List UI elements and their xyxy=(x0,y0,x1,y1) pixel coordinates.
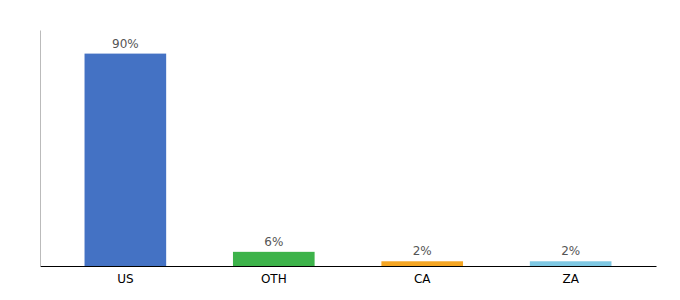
data-label: 2% xyxy=(413,244,432,258)
data-label: 2% xyxy=(561,244,580,258)
x-tick: US xyxy=(117,272,133,286)
bar xyxy=(85,54,167,266)
data-label: 90% xyxy=(112,37,139,51)
x-axis-line xyxy=(41,266,657,267)
bar xyxy=(381,261,463,266)
plot: US OTH CA ZA 90% 6% 2% 2% xyxy=(41,31,657,286)
x-tick-label: US xyxy=(117,272,133,286)
bars xyxy=(85,54,612,266)
y-axis xyxy=(40,31,41,267)
x-tick-label: OTH xyxy=(261,272,287,286)
bar xyxy=(530,261,612,266)
x-axis: US OTH CA ZA xyxy=(41,267,657,286)
x-tick-label: CA xyxy=(414,272,431,286)
x-tick-label: ZA xyxy=(562,272,579,286)
x-tick: OTH xyxy=(261,272,287,286)
x-tick: ZA xyxy=(562,272,579,286)
x-tick: CA xyxy=(414,272,431,286)
bar xyxy=(233,252,315,266)
data-labels: 90% 6% 2% 2% xyxy=(112,37,580,259)
y-axis-line xyxy=(40,31,41,267)
data-label: 6% xyxy=(264,235,283,249)
chart: US OTH CA ZA 90% 6% 2% 2% xyxy=(0,0,680,300)
